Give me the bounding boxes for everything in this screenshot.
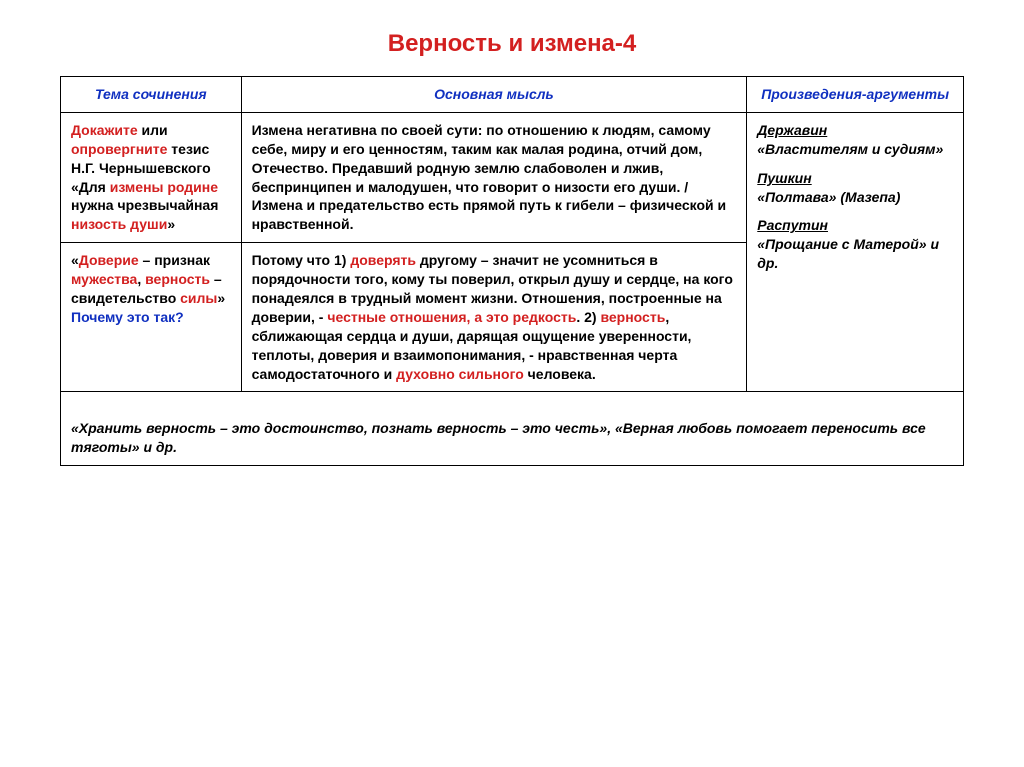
theme-text: или xyxy=(138,122,168,138)
footer-text: «Хранить верность – это достоинство, поз… xyxy=(71,420,926,455)
main-text: Потому что 1) xyxy=(252,252,351,268)
theme-text: мужества xyxy=(71,271,137,287)
header-theme: Тема сочинения xyxy=(61,77,242,113)
work-author: Пушкин xyxy=(757,170,811,186)
header-main: Основная мысль xyxy=(241,77,747,113)
theme-text: опровергните xyxy=(71,141,167,157)
footer-cell: «Хранить верность – это достоинство, поз… xyxy=(61,392,964,466)
theme-text: « xyxy=(71,252,79,268)
work-title: «Властителям и судиям» xyxy=(757,141,943,157)
main-text: верность xyxy=(600,309,665,325)
main-text: честные отношения, а это редкость xyxy=(327,309,576,325)
header-works: Произведения-аргументы xyxy=(747,77,964,113)
main-text: . 2) xyxy=(576,309,600,325)
theme-cell-2: «Доверие – признак мужества, верность – … xyxy=(61,243,242,392)
main-cell-2: Потому что 1) доверять другому – значит … xyxy=(241,243,747,392)
work-title: «Полтава» (Мазепа) xyxy=(757,189,900,205)
work-title: «Прощание с Матерой» и др. xyxy=(757,236,939,271)
page-title: Верность и измена-4 xyxy=(60,30,964,58)
theme-text: » xyxy=(167,216,175,232)
works-cell: Державин «Властителям и судиям» Пушкин «По… xyxy=(747,112,964,392)
main-text: духовно сильного xyxy=(396,366,524,382)
theme-cell-1: Докажите или опровергните тезис Н.Г. Чер… xyxy=(61,112,242,242)
essay-table: Тема сочинения Основная мысль Произведен… xyxy=(60,76,964,466)
main-cell-1: Измена негативна по своей сути: по отнош… xyxy=(241,112,747,242)
theme-text: верность xyxy=(145,271,210,287)
theme-text: нужна чрезвычайная xyxy=(71,197,218,213)
theme-text: Доверие xyxy=(79,252,139,268)
theme-text: » xyxy=(217,290,225,306)
theme-text: – признак xyxy=(139,252,210,268)
theme-question: Почему это так? xyxy=(71,309,184,325)
theme-text: силы xyxy=(180,290,217,306)
main-text: человека. xyxy=(524,366,596,382)
theme-text: измены родине xyxy=(110,179,218,195)
footer-row: «Хранить верность – это достоинство, поз… xyxy=(61,392,964,466)
work-author: Державин xyxy=(757,122,827,138)
theme-text: низость души xyxy=(71,216,167,232)
header-row: Тема сочинения Основная мысль Произведен… xyxy=(61,77,964,113)
theme-text: , xyxy=(137,271,145,287)
main-text: доверять xyxy=(350,252,416,268)
table-row: Докажите или опровергните тезис Н.Г. Чер… xyxy=(61,112,964,242)
theme-text: Докажите xyxy=(71,122,138,138)
work-author: Распутин xyxy=(757,217,828,233)
